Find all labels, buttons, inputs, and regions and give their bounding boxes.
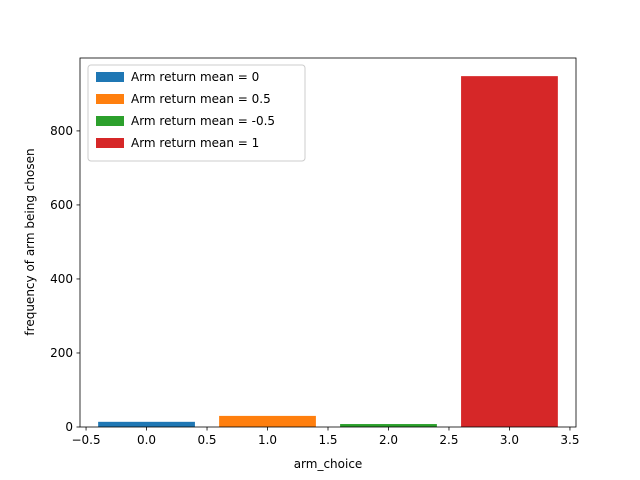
y-axis-label: frequency of arm being chosen — [23, 148, 37, 335]
legend-label-3: Arm return mean = 1 — [131, 136, 259, 150]
x-tick-label-2: 0.5 — [197, 433, 216, 447]
x-tick-label-0: −0.5 — [71, 433, 100, 447]
legend-swatch-2 — [96, 116, 124, 126]
x-axis-label: arm_choice — [294, 457, 363, 471]
bar-1 — [219, 415, 316, 427]
bar-0 — [98, 421, 195, 427]
legend-label-2: Arm return mean = -0.5 — [131, 114, 275, 128]
x-tick-label-7: 3.0 — [500, 433, 519, 447]
bar-2 — [340, 424, 437, 427]
x-tick-label-8: 3.5 — [560, 433, 579, 447]
bars-layer — [98, 76, 558, 427]
y-tick-label-0: 0 — [65, 420, 73, 434]
x-tick-label-4: 1.5 — [318, 433, 337, 447]
legend-swatch-3 — [96, 138, 124, 148]
y-tick-label-1: 200 — [50, 346, 73, 360]
y-tick-label-3: 600 — [50, 198, 73, 212]
bar-3 — [461, 76, 558, 427]
x-tick-label-1: 0.0 — [137, 433, 156, 447]
x-tick-label-3: 1.0 — [258, 433, 277, 447]
legend-label-0: Arm return mean = 0 — [131, 70, 259, 84]
x-tick-label-5: 2.0 — [379, 433, 398, 447]
y-tick-label-4: 800 — [50, 124, 73, 138]
axes-layer: −0.5 0.0 0.5 1.0 1.5 2.0 2.5 3.0 3.5 0 200 400 600 80… — [50, 57, 579, 447]
legend-box — [87, 64, 306, 162]
y-tick-label-2: 400 — [50, 272, 73, 286]
legend-swatch-0 — [96, 72, 124, 82]
x-tick-label-6: 2.5 — [439, 433, 458, 447]
legend-label-1: Arm return mean = 0.5 — [131, 92, 271, 106]
legend: Arm return mean = 0 Arm return mean = 0.5… — [87, 64, 306, 162]
legend-swatch-1 — [96, 94, 124, 104]
